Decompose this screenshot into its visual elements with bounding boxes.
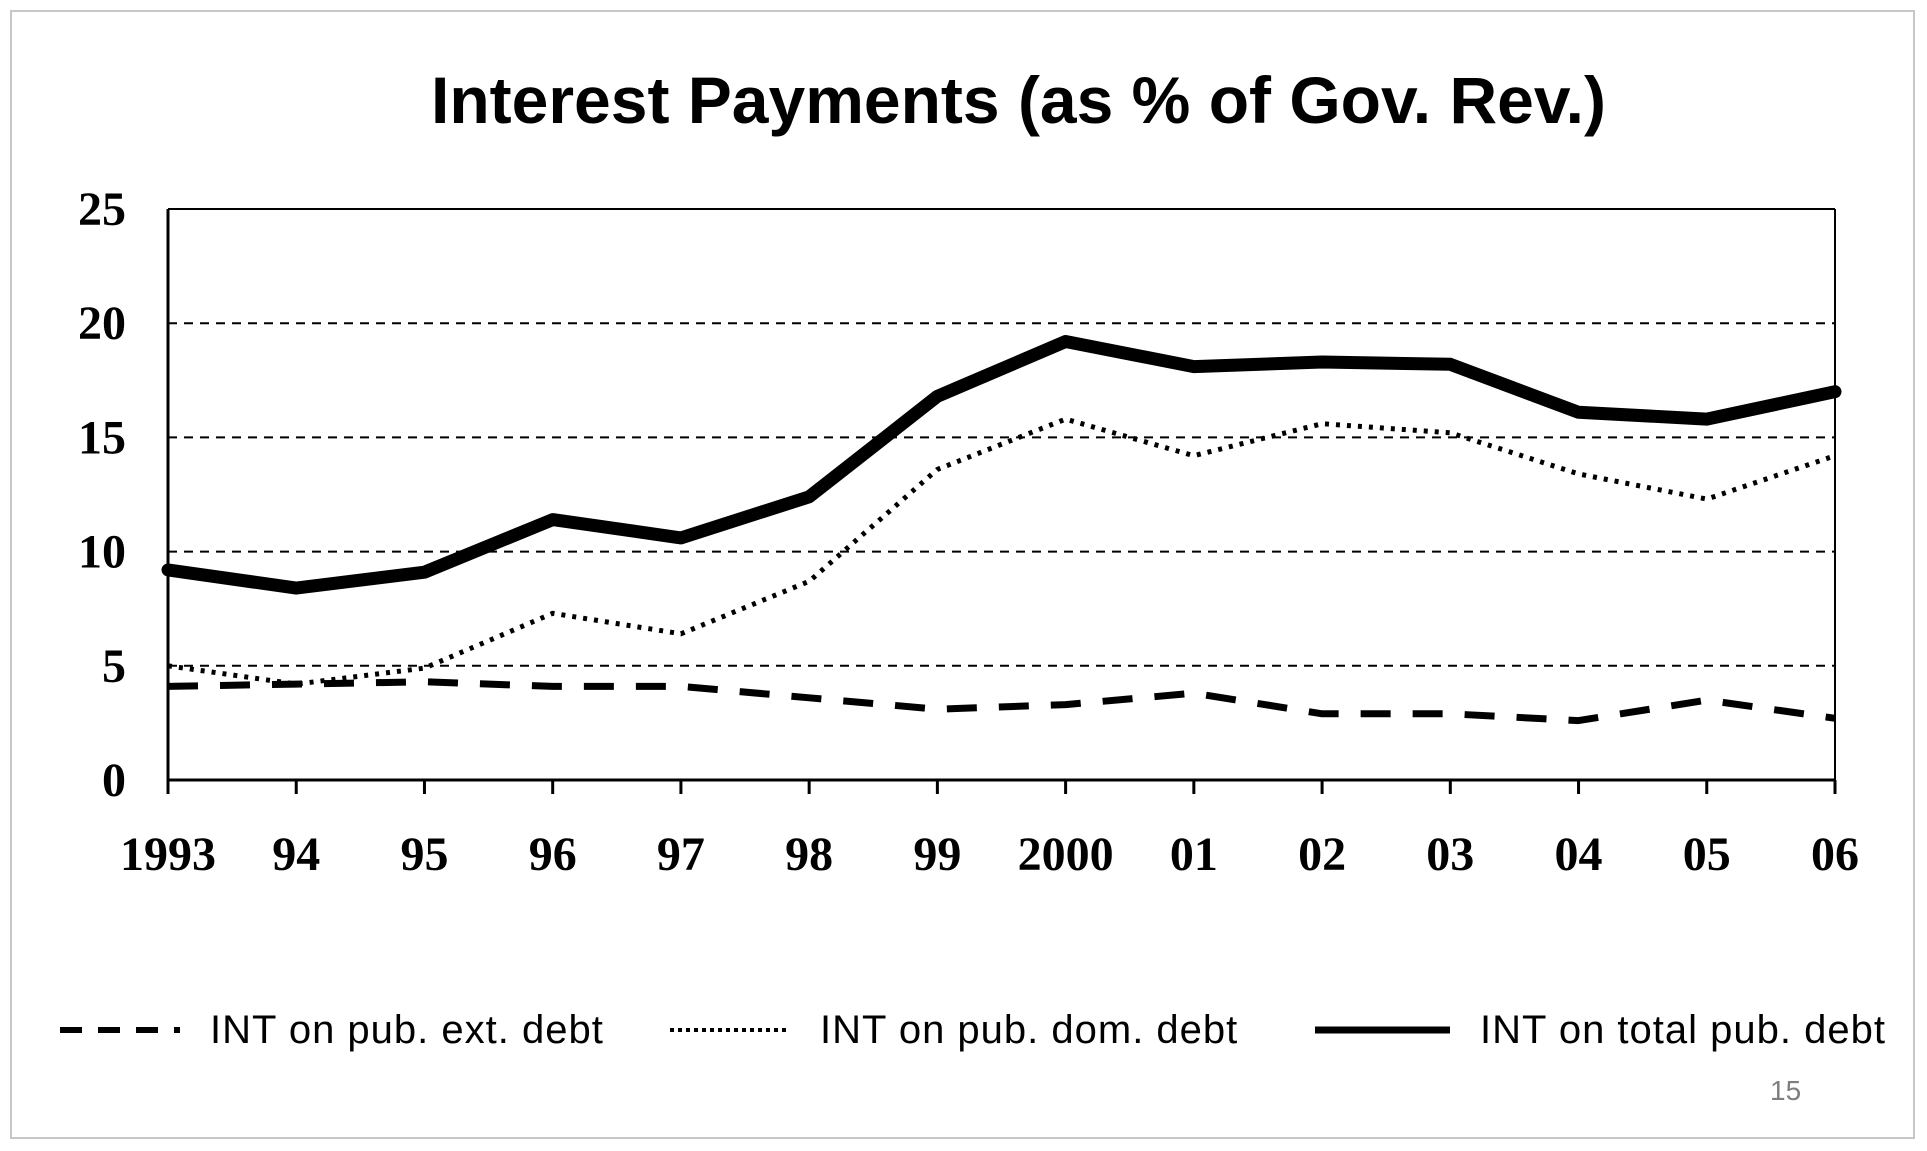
y-tick-label: 25 [78,183,126,236]
legend-item-2: INT on total pub. debt [1315,1000,1886,1060]
x-tick-label: 05 [1683,828,1731,881]
page-number: 15 [1770,1075,1802,1106]
x-tick-label: 96 [529,828,577,881]
x-tick-label: 06 [1811,828,1859,881]
series-line-0 [167,678,1836,725]
legend-label: INT on pub. dom. debt [820,1007,1239,1052]
slide-frame [10,10,1915,1139]
x-tick-label: 95 [400,828,448,881]
x-tick-label: 02 [1298,828,1346,881]
x-tick-label: 97 [657,828,705,881]
y-tick-label: 5 [102,640,126,693]
y-tick-label: 0 [102,754,126,807]
series-layer [161,335,1842,725]
legend-label: INT on total pub. debt [1480,1007,1886,1052]
legend-item-0: INT on pub. ext. debt [60,1000,604,1060]
grid-layer [168,322,1835,667]
x-tick-label: 1993 [120,828,216,881]
series-line-2 [161,335,1842,595]
legend: INT on pub. ext. debt INT on pub. dom. de… [60,1000,1910,1060]
y-tick-label: 15 [78,411,126,464]
legend-swatch [1315,1026,1450,1034]
x-tick-label: 2000 [1018,828,1114,881]
series-line-1 [167,416,1836,687]
legend-swatch [60,1027,180,1033]
legend-swatch [670,1028,790,1032]
x-tick-label: 01 [1170,828,1218,881]
y-tick-label: 20 [78,297,126,350]
x-tick-label: 03 [1426,828,1474,881]
x-tick-label: 04 [1555,828,1603,881]
x-tick-label: 94 [272,828,320,881]
legend-label: INT on pub. ext. debt [210,1007,604,1052]
legend-item-1: INT on pub. dom. debt [670,1000,1238,1060]
chart-title: Interest Payments (as % of Gov. Rev.) [431,63,1606,137]
axis-layer [166,208,1837,794]
x-tick-label: 98 [785,828,833,881]
x-tick-label: 99 [913,828,961,881]
y-tick-label: 10 [78,526,126,579]
